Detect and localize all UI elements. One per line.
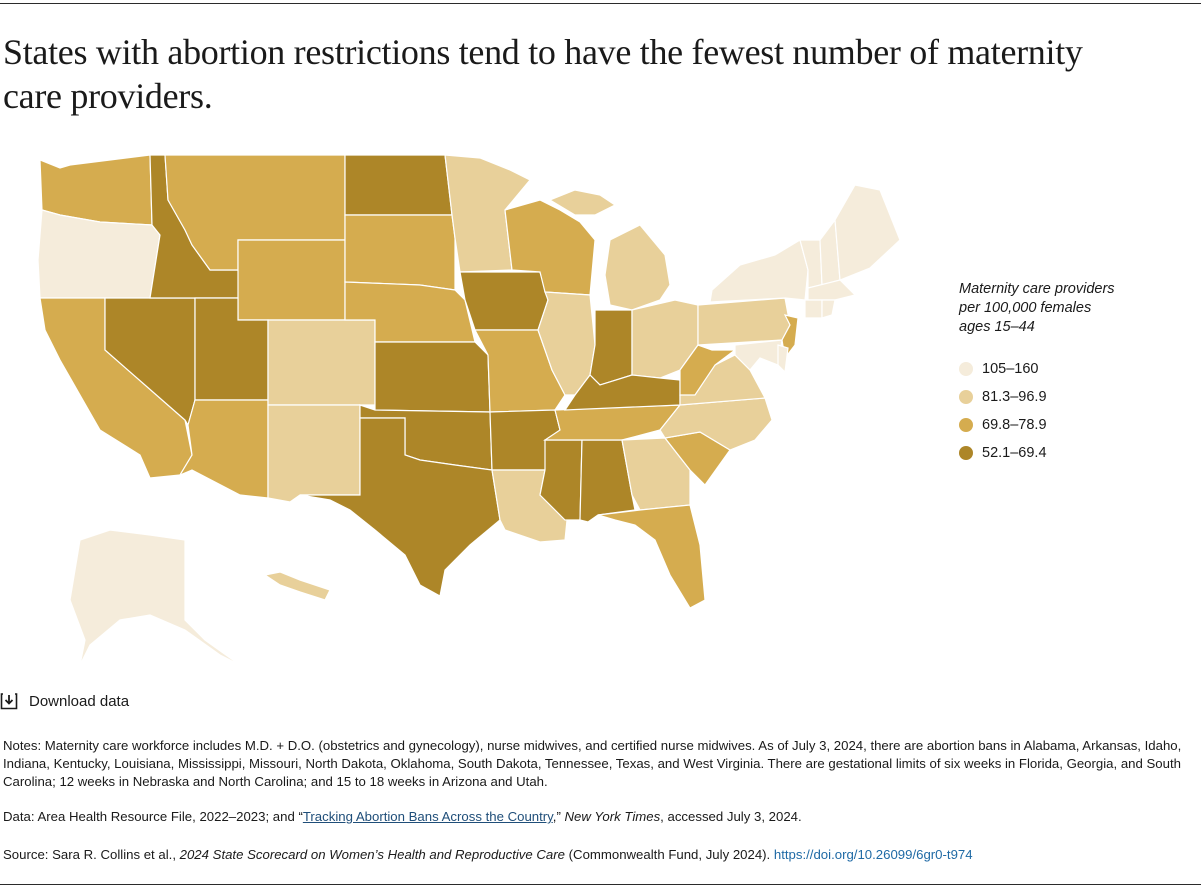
- state-pennsylvania[interactable]: [697, 297, 791, 346]
- state-new-mexico[interactable]: [267, 404, 361, 503]
- source-suffix: (Commonwealth Fund, July 2024).: [564, 847, 774, 862]
- map-legend: Maternity care providers per 100,000 fem…: [959, 280, 1179, 467]
- state-wisconsin[interactable]: [504, 199, 596, 296]
- state-florida[interactable]: [597, 504, 706, 609]
- state-illinois[interactable]: [537, 291, 596, 396]
- source-title: 2024 State Scorecard on Women’s Health a…: [179, 847, 565, 862]
- data-source: Data: Area Health Resource File, 2022–20…: [3, 808, 1193, 826]
- legend-label: 81.3–96.9: [982, 389, 1047, 405]
- state-south-dakota[interactable]: [344, 214, 456, 291]
- state-north-dakota[interactable]: [344, 154, 453, 216]
- us-choropleth-map: [37, 154, 901, 666]
- state-massachusetts[interactable]: [807, 279, 857, 301]
- data-source-prefix: Data: Area Health Resource File, 2022–20…: [3, 809, 303, 824]
- state-north-carolina[interactable]: [659, 397, 773, 451]
- data-source-mid: ,”: [552, 809, 565, 824]
- state-connecticut[interactable]: [804, 299, 823, 319]
- state-maine[interactable]: [834, 184, 901, 281]
- legend-swatch: [959, 362, 973, 376]
- legend-item: 105–160: [959, 355, 1179, 383]
- top-rule: [0, 3, 1201, 4]
- state-texas[interactable]: [299, 417, 501, 597]
- state-indiana[interactable]: [589, 309, 633, 386]
- state-michigan[interactable]: [604, 224, 671, 311]
- state-west-virginia[interactable]: [679, 344, 737, 396]
- legend-title: Maternity care providers per 100,000 fem…: [959, 280, 1179, 337]
- bottom-rule: [0, 884, 1201, 885]
- nyt-article-link[interactable]: Tracking Abortion Bans Across the Countr…: [302, 809, 553, 824]
- download-icon: [0, 693, 18, 710]
- legend-item: 81.3–96.9: [959, 383, 1179, 411]
- notes-text: Notes: Maternity care workforce includes…: [3, 738, 1182, 789]
- state-new-york[interactable]: [709, 239, 809, 303]
- legend-label: 69.8–78.9: [982, 417, 1047, 433]
- source-citation: Source: Sara R. Collins et al., 2024 Sta…: [3, 846, 1193, 864]
- legend-label: 105–160: [982, 361, 1039, 377]
- legend-title-line: Maternity care providers: [959, 281, 1115, 297]
- state-delaware[interactable]: [777, 344, 789, 374]
- state-rhode-island[interactable]: [821, 299, 836, 319]
- state-maryland[interactable]: [734, 339, 783, 371]
- state-wyoming[interactable]: [237, 239, 346, 321]
- legend-item: 52.1–69.4: [959, 439, 1179, 467]
- source-prefix: Source: Sara R. Collins et al.,: [3, 847, 180, 862]
- doi-link[interactable]: https://doi.org/10.26099/6gr0-t974: [773, 847, 973, 862]
- state-hawaii[interactable]: [263, 571, 331, 601]
- data-source-publication: New York Times: [564, 809, 661, 824]
- legend-label: 52.1–69.4: [982, 445, 1047, 461]
- state-alaska[interactable]: [69, 529, 241, 666]
- notes: Notes: Maternity care workforce includes…: [3, 737, 1193, 791]
- chart-title: States with abortion restrictions tend t…: [3, 32, 1083, 116]
- state-michigan-up[interactable]: [548, 189, 617, 216]
- download-data-button[interactable]: Download data: [0, 692, 129, 710]
- legend-swatch: [959, 418, 973, 432]
- data-source-suffix: , accessed July 3, 2024.: [660, 809, 802, 824]
- download-data-label: Download data: [29, 692, 130, 710]
- state-iowa[interactable]: [459, 271, 549, 331]
- legend-swatch: [959, 446, 973, 460]
- state-kansas[interactable]: [374, 341, 491, 413]
- legend-title-line: ages 15–44: [959, 319, 1035, 335]
- legend-title-line: per 100,000 females: [959, 300, 1092, 316]
- state-colorado[interactable]: [267, 319, 376, 406]
- state-arizona[interactable]: [178, 399, 269, 499]
- legend-item: 69.8–78.9: [959, 411, 1179, 439]
- legend-swatch: [959, 390, 973, 404]
